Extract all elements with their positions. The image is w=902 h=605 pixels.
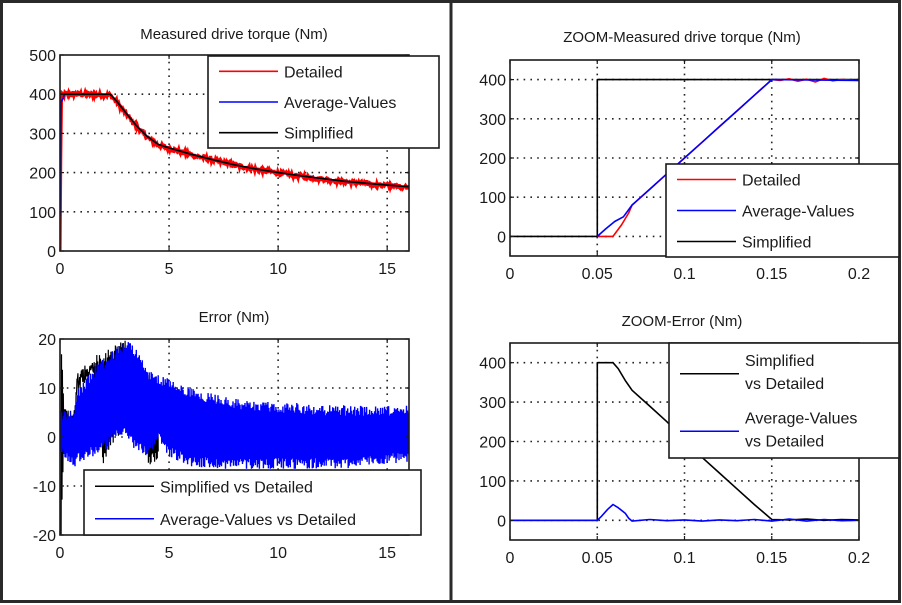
y-tick-label: -10 — [33, 479, 56, 496]
panel-zoom-error: ZOOM-Error (Nm) 0 0.05 0.1 0.15 0.2 0 100 200 30… — [479, 313, 900, 567]
y-tick-label: 400 — [29, 87, 56, 104]
chart-title: ZOOM-Error (Nm) — [622, 313, 743, 330]
series-simplified — [510, 78, 859, 238]
chart-title: ZOOM-Measured drive torque (Nm) — [563, 29, 801, 46]
x-tick-label: 0.2 — [848, 266, 870, 283]
x-tick-label: 15 — [378, 545, 396, 562]
series-average-values-vs-detailed-fill — [60, 351, 409, 457]
legend-label: Average-Values — [284, 95, 396, 112]
y-tick-label: 10 — [38, 381, 56, 398]
y-tick-label: 200 — [479, 435, 506, 452]
x-tick-label: 0.15 — [756, 550, 787, 567]
plot-area: 0 5 10 15 0 100 200 300 400 500 Detailed Average-Va… — [29, 48, 440, 278]
legend-label: Detailed — [742, 173, 801, 190]
legend: Detailed Average-Values Simplified — [665, 163, 900, 258]
x-tick-label: 0 — [506, 550, 515, 567]
x-tick-label: 10 — [269, 545, 287, 562]
y-tick-label: 100 — [479, 474, 506, 491]
axes-box — [59, 54, 410, 252]
y-tick-label: 500 — [29, 48, 56, 65]
x-tick-label: 5 — [165, 261, 174, 278]
legend: Simplified vs Detailed Average-Values vs … — [83, 469, 422, 536]
y-tick-label: -20 — [33, 528, 56, 545]
x-tick-label: 10 — [269, 261, 287, 278]
plot-area: 0 0.05 0.1 0.15 0.2 0 100 200 300 400 Detailed Aver… — [479, 59, 900, 283]
legend-label: Simplified — [745, 353, 814, 370]
legend-label: Detailed — [284, 64, 343, 81]
y-tick-label: 0 — [47, 430, 56, 447]
y-tick-label: 200 — [29, 166, 56, 183]
y-tick-label: 100 — [479, 190, 506, 207]
x-tick-label: 15 — [378, 261, 396, 278]
series-simplified — [61, 93, 409, 188]
legend-label: vs Detailed — [745, 376, 824, 393]
legend-box — [668, 342, 900, 459]
legend: Detailed Average-Values Simplified — [207, 55, 440, 149]
legend-label: Simplified — [742, 235, 811, 252]
x-tick-label: 0.1 — [673, 266, 695, 283]
panel-zoom-measured-torque: ZOOM-Measured drive torque (Nm) 0 0.05 0.1… — [479, 29, 900, 283]
y-tick-label: 100 — [29, 205, 56, 222]
legend: Simplified vs Detailed Average-Values vs De… — [668, 342, 900, 459]
y-tick-label: 0 — [497, 229, 506, 246]
panel-error: Error (Nm) 0 5 10 15 -20 -10 0 10 20 Simplified v… — [33, 309, 422, 562]
legend-box — [83, 469, 422, 536]
x-tick-label: 0 — [506, 266, 515, 283]
x-tick-label: 0.2 — [848, 550, 870, 567]
x-tick-label: 0.05 — [582, 266, 613, 283]
series-group — [60, 86, 409, 251]
x-tick-label: 0 — [56, 261, 65, 278]
y-tick-label: 400 — [479, 73, 506, 90]
chart-title: Error (Nm) — [199, 309, 270, 326]
y-tick-label: 0 — [497, 513, 506, 530]
plot-area: 0 0.05 0.1 0.15 0.2 0 100 200 300 400 Simplified vs… — [479, 342, 900, 567]
x-tick-label: 0.05 — [582, 550, 613, 567]
legend-label: Simplified vs Detailed — [160, 479, 313, 496]
y-tick-label: 300 — [479, 112, 506, 129]
series-group — [60, 340, 409, 535]
legend-label: Average-Values — [745, 410, 857, 427]
y-tick-label: 400 — [479, 356, 506, 373]
panel-measured-torque: Measured drive torque (Nm) 0 5 10 15 0 100 200… — [29, 26, 440, 278]
legend-label: Average-Values vs Detailed — [160, 512, 356, 529]
legend-label: Average-Values — [742, 204, 854, 221]
x-tick-label: 0 — [56, 545, 65, 562]
legend-label: vs Detailed — [745, 433, 824, 450]
y-tick-label: 20 — [38, 332, 56, 349]
y-tick-label: 0 — [47, 244, 56, 261]
y-tick-label: 300 — [29, 126, 56, 143]
y-tick-label: 200 — [479, 151, 506, 168]
chart-title: Measured drive torque (Nm) — [140, 26, 328, 43]
x-tick-label: 5 — [165, 545, 174, 562]
series-average-values-vs-detailed — [510, 503, 859, 522]
x-tick-label: 0.1 — [673, 550, 695, 567]
legend-label: Simplified — [284, 126, 353, 143]
plot-area: 0 5 10 15 -20 -10 0 10 20 Simplified vs Detailed A… — [33, 332, 422, 562]
x-tick-label: 0.15 — [756, 266, 787, 283]
y-tick-label: 300 — [479, 395, 506, 412]
